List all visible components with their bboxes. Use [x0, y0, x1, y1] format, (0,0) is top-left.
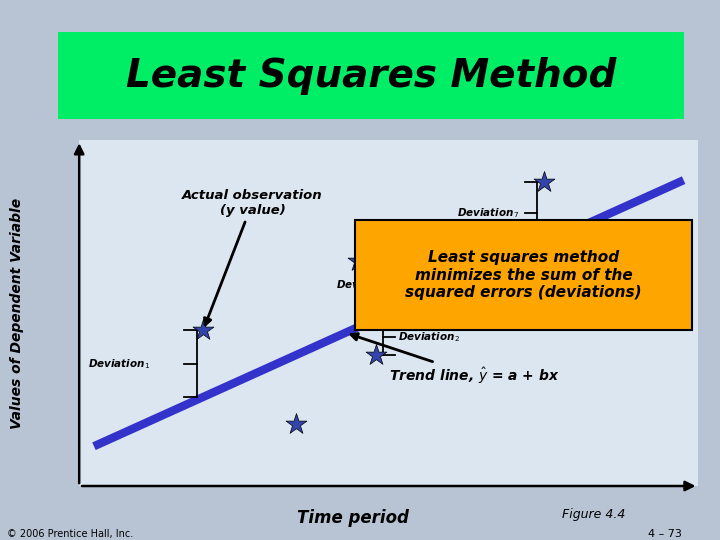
FancyBboxPatch shape: [355, 220, 692, 330]
Text: Values of Dependent Variable: Values of Dependent Variable: [10, 198, 24, 429]
Point: [371, 350, 382, 359]
Point: [464, 240, 475, 248]
Point: [352, 257, 364, 266]
Text: 4 – 73: 4 – 73: [648, 529, 682, 539]
Point: [197, 326, 209, 335]
Text: Deviation$_7$: Deviation$_7$: [456, 206, 519, 219]
Text: Least squares method
minimizes the sum of the
squared errors (deviations): Least squares method minimizes the sum o…: [405, 250, 642, 300]
Text: Trend line, $\hat{y}$ = a + bx: Trend line, $\hat{y}$ = a + bx: [351, 334, 559, 386]
Text: © 2006 Prentice Hall, Inc.: © 2006 Prentice Hall, Inc.: [7, 529, 133, 539]
Text: Time period: Time period: [297, 509, 409, 528]
Text: Actual observation
(y value): Actual observation (y value): [182, 188, 323, 325]
Text: Deviation$_2$: Deviation$_2$: [398, 330, 460, 343]
Text: Figure 4.4: Figure 4.4: [562, 508, 625, 522]
Point: [290, 420, 302, 428]
Point: [414, 267, 426, 276]
Text: Least Squares Method: Least Squares Method: [125, 57, 616, 94]
Point: [538, 178, 549, 186]
Text: Deviation$_5$: Deviation$_5$: [336, 279, 398, 292]
Text: Deviation$_3$: Deviation$_3$: [379, 287, 441, 301]
Text: Deviation$_1$: Deviation$_1$: [89, 357, 150, 370]
